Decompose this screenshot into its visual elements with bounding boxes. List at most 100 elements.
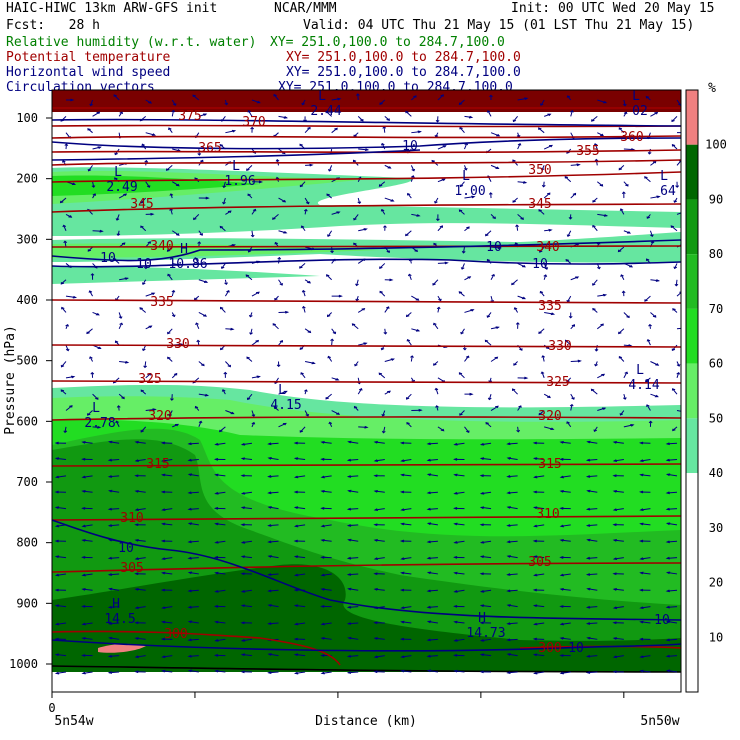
vector-shaft <box>640 606 651 609</box>
vector-head <box>648 323 652 327</box>
vector-shaft <box>667 557 678 559</box>
vector-head <box>107 458 113 462</box>
vector-shaft <box>242 604 253 608</box>
vector-shaft <box>242 555 253 559</box>
vector-head <box>161 557 166 561</box>
vector-head <box>597 266 601 270</box>
vector-shaft <box>353 214 359 221</box>
vector-head <box>320 489 325 493</box>
vector-shaft <box>401 474 412 477</box>
vector-head <box>139 307 143 310</box>
vector-head <box>436 306 441 310</box>
vector-head <box>108 489 113 493</box>
vector-head <box>146 185 151 188</box>
vector-shaft <box>620 274 625 281</box>
vector-head <box>585 556 591 560</box>
vector-head <box>107 573 113 576</box>
vector-head <box>373 489 378 493</box>
vector-head <box>645 95 650 99</box>
y-axis: 100 200 300 400 500 600 700 800 900 1000 <box>9 111 52 671</box>
vector-shaft <box>61 361 67 368</box>
vector-head <box>602 407 607 411</box>
vector-head <box>187 556 192 560</box>
extremum-value: 02 <box>632 104 648 119</box>
vector-shaft <box>410 355 413 362</box>
extremum-value: 4.14 <box>628 378 659 393</box>
vector-head <box>240 474 245 478</box>
vector-head <box>638 539 644 543</box>
wind-label: 10 <box>568 641 584 656</box>
vector-head <box>405 110 409 114</box>
vector-shaft <box>118 312 122 319</box>
colorbar-swatch <box>686 90 698 145</box>
vector-head <box>671 348 676 352</box>
vector-head <box>205 196 210 200</box>
vector-head <box>415 329 421 332</box>
vector-head <box>134 557 139 561</box>
vector-shaft <box>251 291 260 297</box>
vector-shaft <box>246 165 253 171</box>
forecast-hour: Fcst: 28 h <box>6 18 100 33</box>
vector-head <box>283 116 289 119</box>
vector-shaft <box>534 671 545 674</box>
theta-label: 320 <box>148 409 171 424</box>
vector-head <box>334 127 338 131</box>
vector-head <box>246 168 250 172</box>
vector-head <box>170 398 174 401</box>
vector-head <box>565 258 570 262</box>
vector-head <box>256 100 261 104</box>
y-tick-label: 600 <box>16 414 38 428</box>
vector-head <box>540 168 545 171</box>
vector-shaft <box>587 441 598 444</box>
vector-head <box>282 422 287 426</box>
vector-shaft <box>331 328 336 334</box>
vector-head <box>532 653 538 657</box>
vector-shaft <box>507 653 518 657</box>
vector-shaft <box>587 490 598 493</box>
vector-shaft <box>401 621 412 624</box>
vector-shaft <box>220 307 226 313</box>
vector-head <box>282 199 287 203</box>
vector-head <box>644 299 648 302</box>
vector-shaft <box>462 246 465 253</box>
vector-head <box>194 405 199 409</box>
vector-head <box>134 572 139 576</box>
vector-shaft <box>268 653 279 657</box>
vector-head <box>468 115 474 119</box>
vector-head <box>307 330 312 334</box>
vector-shaft <box>92 230 103 232</box>
vector-head <box>533 524 538 528</box>
vector-head <box>246 356 250 360</box>
vector-head <box>140 201 144 204</box>
vector-head <box>108 636 113 640</box>
vector-head <box>173 372 178 376</box>
vector-shaft <box>268 457 279 461</box>
vector-head <box>134 606 139 610</box>
vector-head <box>621 290 626 294</box>
vector-shaft <box>140 426 147 433</box>
vector-head <box>214 620 219 624</box>
vector-head <box>267 524 272 527</box>
colorbar-label: 70 <box>709 302 723 316</box>
vector-shaft <box>251 230 254 237</box>
vector-head <box>373 523 378 527</box>
vector-head <box>219 225 224 229</box>
vector-head <box>248 314 253 318</box>
extremum-type: H <box>478 611 486 626</box>
vector-head <box>87 249 92 252</box>
vector-head <box>612 572 617 576</box>
vector-shaft <box>591 388 598 395</box>
vector-head <box>134 508 139 511</box>
vector-shaft <box>118 193 127 199</box>
vector-head <box>399 637 405 641</box>
vector-shaft <box>454 589 465 593</box>
vector-head <box>572 192 577 196</box>
vector-shaft <box>410 165 415 171</box>
vector-head <box>147 241 151 244</box>
vector-head <box>512 159 516 162</box>
vector-head <box>54 622 60 626</box>
y-tick-label: 100 <box>16 111 38 125</box>
vector-shaft <box>454 621 465 624</box>
y-tick-label: 200 <box>16 172 38 186</box>
vector-head <box>168 413 172 417</box>
